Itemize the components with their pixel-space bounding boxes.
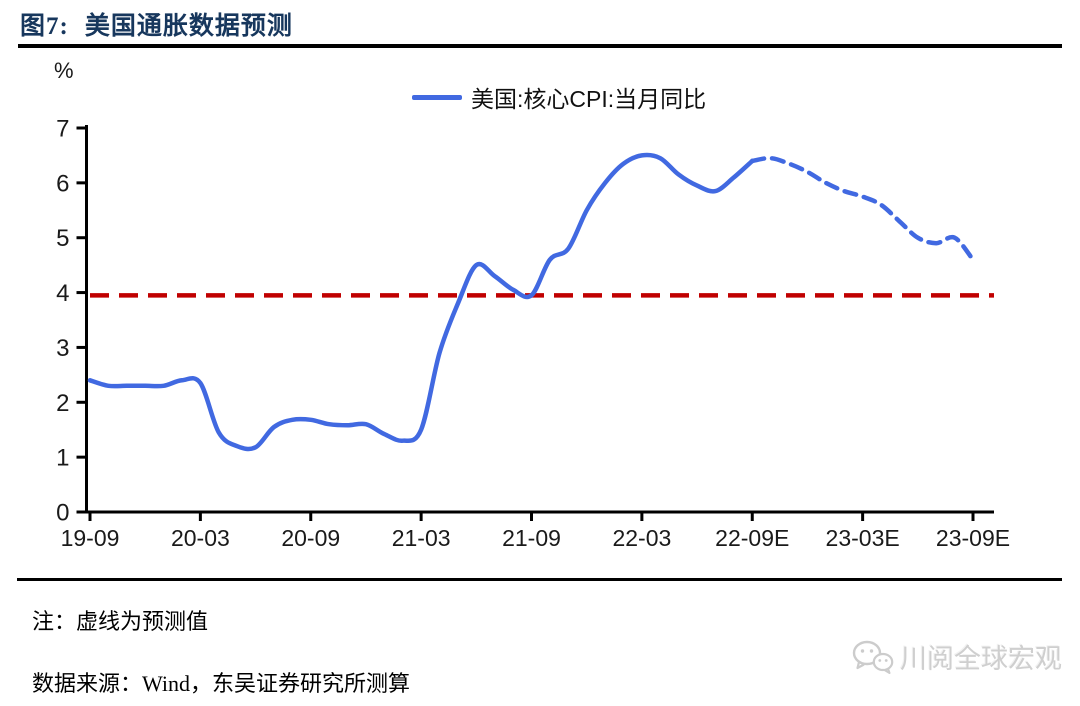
x-tick-label: 20-03 [171, 525, 230, 551]
chart-bottom-rule [17, 578, 1062, 581]
y-tick-label: 2 [56, 390, 69, 417]
x-tick-label: 20-09 [281, 525, 340, 551]
y-axis-unit-label: % [54, 58, 74, 83]
y-tick-label: 4 [56, 280, 69, 307]
title-divider-rule [18, 44, 1062, 48]
x-tick-label: 19-09 [61, 525, 120, 551]
x-tick-label: 22-03 [612, 525, 671, 551]
wechat-icon [852, 640, 894, 674]
x-tick-label: 23-03E [826, 525, 900, 551]
x-tick-label: 21-09 [502, 525, 561, 551]
chart-legend: 美国:核心CPI:当月同比 [412, 80, 706, 114]
core-cpi-line-chart: 0 1 2 3 4 5 6 7 19-09 20-03 20-09 21-03 21-09 22-03 22… [56, 116, 1010, 551]
y-tick-label: 7 [56, 116, 69, 143]
y-tick-label: 0 [56, 500, 69, 527]
cpi-line-forecast [750, 155, 976, 262]
x-tick-label: 21-03 [392, 525, 451, 551]
data-source-line: 数据来源：Wind，东吴证券研究所测算 [32, 671, 410, 696]
figure-title: 美国通胀数据预测 [84, 13, 293, 40]
figure-title-row: 图7: 美国通胀数据预测 [20, 6, 293, 42]
legend-line-swatch [412, 94, 462, 100]
y-tick-label: 5 [56, 225, 69, 252]
x-tick-label: 22-09E [715, 525, 789, 551]
y-tick-label: 6 [56, 170, 69, 197]
figure-note: 注：虚线为预测值 [32, 609, 209, 634]
y-tick-label: 1 [56, 445, 69, 472]
cpi-line-actual [87, 152, 755, 452]
watermark-text: 川阅全球宏观 [900, 644, 1062, 674]
legend-series-label: 美国:核心CPI:当月同比 [471, 86, 707, 112]
figure-number-label: 图7: [20, 13, 69, 40]
watermark: 川阅全球宏观 [852, 637, 1062, 676]
y-tick-label: 3 [56, 335, 69, 362]
x-tick-label: 23-09E [936, 525, 1010, 551]
